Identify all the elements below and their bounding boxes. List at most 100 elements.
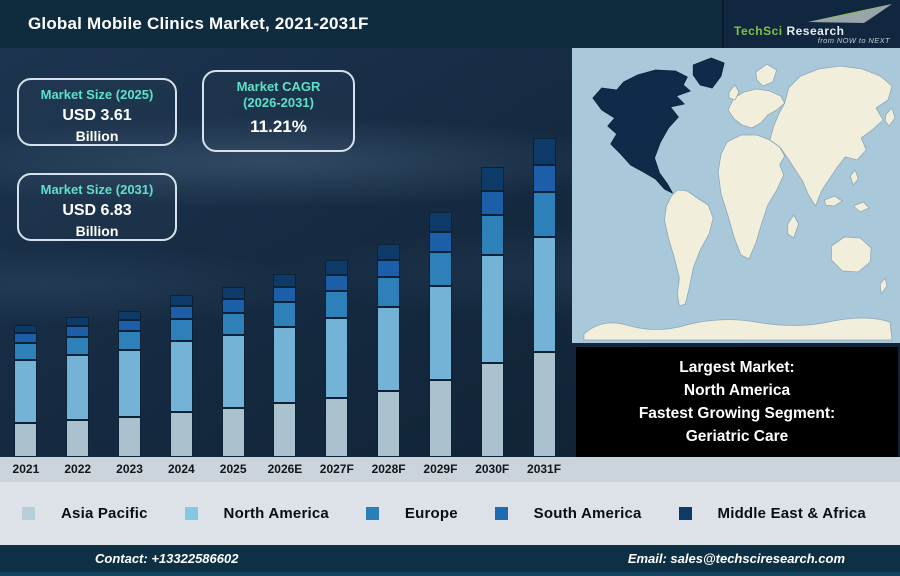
bar-segment — [532, 192, 556, 237]
legend-label: Middle East & Africa — [717, 505, 866, 522]
bar-segment — [66, 420, 90, 457]
x-axis-label: 2026E — [267, 462, 303, 476]
market-size-2025-box: Market Size (2025) USD 3.61 Billion — [17, 78, 177, 146]
market-size-2031-unit: Billion — [75, 223, 119, 239]
bar-segment — [480, 215, 504, 255]
bar-segment — [532, 165, 556, 192]
bar-segment — [169, 306, 193, 319]
bar-segment — [428, 252, 452, 286]
map-antarctica — [583, 317, 893, 341]
bar-segment — [14, 360, 38, 423]
map-new-guinea — [852, 201, 870, 213]
bar-segment — [66, 337, 90, 355]
bar-stack — [66, 317, 90, 457]
bar-segment — [14, 325, 38, 333]
bar-segment — [66, 355, 90, 420]
bar-segment — [221, 299, 245, 313]
bar-segment — [428, 380, 452, 457]
map-british-isles — [728, 84, 740, 101]
bar-stack — [480, 167, 504, 457]
brand-logo: TechSci Research from NOW to NEXT — [722, 0, 900, 48]
x-axis-label: 2023 — [116, 462, 143, 476]
largest-market-value: North America — [683, 382, 791, 399]
map-madagascar — [787, 214, 800, 239]
legend-swatch-icon — [494, 507, 508, 520]
logo-brand-primary: TechSci — [734, 24, 787, 38]
market-size-2025-value: USD 3.61 — [62, 107, 132, 124]
map-australia — [831, 236, 872, 273]
bar-segment — [480, 191, 504, 215]
world-map — [572, 48, 900, 343]
market-cagr-box: Market CAGR (2026-2031) 11.21% — [202, 70, 355, 152]
bar-column-2023 — [104, 48, 156, 457]
map-asia — [769, 65, 893, 207]
bar-segment — [428, 286, 452, 380]
legend: Asia Pacific North America Europe South Ame… — [0, 482, 900, 545]
market-cagr-label-line1: Market CAGR — [236, 79, 321, 94]
market-cagr-label-line2: (2026-2031) — [243, 95, 314, 110]
bar-column-2021 — [0, 48, 52, 457]
map-scandinavia — [755, 63, 778, 87]
bar-segment — [480, 363, 504, 457]
bar-segment — [66, 326, 90, 337]
highlight-box: Largest Market: North America Fastest Gr… — [576, 347, 898, 457]
bar-segment — [532, 237, 556, 352]
bar-segment — [377, 260, 401, 277]
x-axis-label: 2027F — [319, 462, 354, 476]
market-size-2025-unit: Billion — [75, 128, 119, 144]
x-axis-label: 2022 — [64, 462, 92, 476]
legend-label: Europe — [404, 505, 458, 522]
map-new-zealand — [879, 277, 888, 295]
bar-segment — [325, 275, 349, 291]
bar-stack — [221, 287, 245, 457]
logo-brand-secondary: Research — [786, 24, 845, 38]
bar-segment — [118, 350, 142, 417]
fastest-segment-value: Geriatric Care — [685, 428, 789, 445]
legend-swatch-icon — [22, 507, 35, 520]
bar-segment — [273, 302, 297, 327]
bar-stack — [273, 274, 297, 457]
x-axis-label: 2028F — [371, 462, 406, 476]
bar-segment — [118, 320, 142, 331]
bar-column-2028F — [363, 48, 415, 457]
legend-item: Asia Pacific — [22, 505, 148, 522]
legend-row: Asia Pacific North America Europe South Ame… — [0, 505, 900, 522]
contact-text: Contact: +13322586602 — [95, 551, 239, 566]
bar-segment — [325, 291, 349, 318]
bar-segment — [221, 287, 245, 299]
bar-segment — [428, 212, 452, 232]
bar-column-2026E — [259, 48, 311, 457]
x-axis-label: 2031F — [527, 462, 562, 476]
fastest-segment-label: Fastest Growing Segment: — [638, 405, 836, 422]
bar-segment — [118, 311, 142, 320]
stacked-bar-chart: Market Size (2025) USD 3.61 Billion Mark… — [0, 48, 570, 457]
market-size-2031-value: USD 6.83 — [62, 202, 132, 219]
header: Global Mobile Clinics Market, 2021-2031F… — [0, 0, 900, 48]
right-column: Largest Market: North America Fastest Gr… — [570, 48, 900, 457]
bar-stack — [118, 311, 142, 457]
bar-segment — [273, 327, 297, 403]
legend-swatch-icon — [365, 507, 379, 520]
logo-arrow-icon — [808, 4, 892, 23]
x-axis-label: 2024 — [167, 462, 195, 476]
bar-column-2027F — [311, 48, 363, 457]
bar-column-2025 — [207, 48, 259, 457]
bar-column-2030F — [466, 48, 518, 457]
bar-segment — [377, 277, 401, 307]
main-area: Market Size (2025) USD 3.61 Billion Mark… — [0, 48, 900, 457]
bar-segment — [169, 412, 193, 457]
header-title-zone: Global Mobile Clinics Market, 2021-2031F — [0, 0, 722, 48]
x-axis-label: 2030F — [475, 462, 510, 476]
map-south-america — [664, 189, 714, 307]
bar-segment — [14, 423, 38, 457]
page-title: Global Mobile Clinics Market, 2021-2031F — [28, 14, 369, 33]
legend-item: Europe — [365, 505, 458, 522]
legend-swatch-icon — [184, 507, 198, 520]
bar-segment — [221, 335, 245, 408]
map-indonesia — [824, 195, 843, 207]
x-axis-labels: 2021 2022 2023 2024 2025 2026E 2027F 2028F 2029F… — [0, 457, 570, 482]
legend-item: South America — [494, 505, 642, 522]
world-map-svg — [572, 48, 900, 343]
legend-item: North America — [184, 505, 329, 522]
bar-segment — [480, 167, 504, 191]
